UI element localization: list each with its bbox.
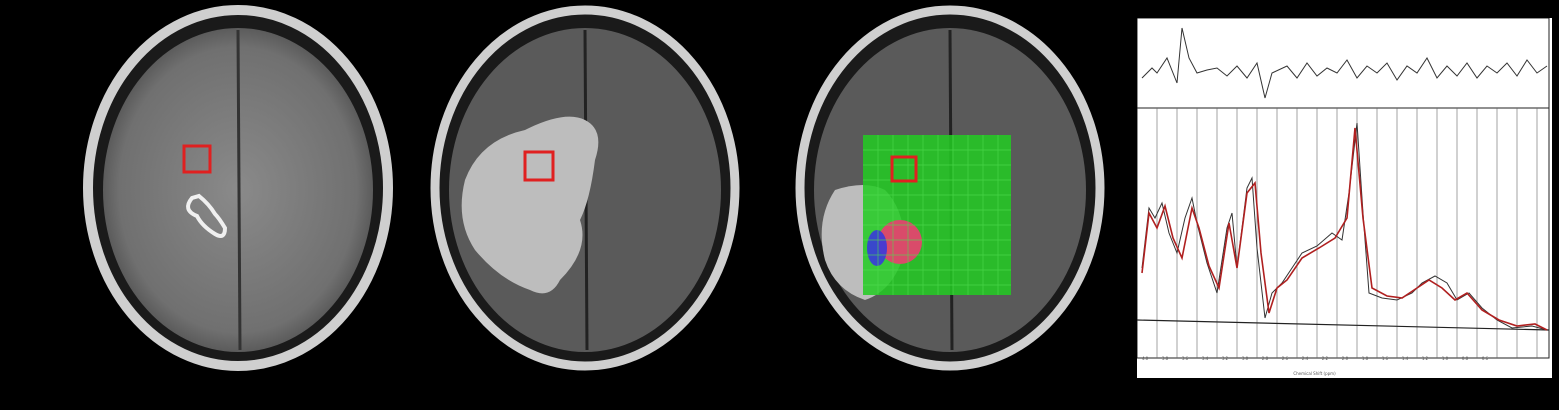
x-tick: 2.4	[1301, 356, 1309, 361]
x-tick: 3.8	[1161, 356, 1169, 361]
residual-box	[1137, 18, 1550, 109]
mri-panel-overlay	[795, 0, 1135, 410]
flair-hyperintensity	[461, 116, 599, 294]
spectrum-raw	[1141, 122, 1548, 331]
x-tick: 1.8	[1361, 356, 1369, 361]
midline	[236, 29, 242, 351]
lesion-hotspot-blue	[867, 230, 887, 266]
spectrum-x-ticks: 4.0 3.8 3.6 3.4 3.2 3.0 2.8 2.6 2.4 2.2 …	[1137, 356, 1492, 366]
spectrum-panel: 4.0 3.8 3.6 3.4 3.2 3.0 2.8 2.6 2.4 2.2 …	[1137, 18, 1552, 378]
x-tick: 1.6	[1381, 356, 1389, 361]
baseline	[1137, 319, 1550, 331]
x-tick: 2.2	[1321, 356, 1329, 361]
lesion-hotspot-red	[878, 220, 922, 264]
x-tick: 2.6	[1281, 356, 1289, 361]
roi-marker	[523, 150, 555, 182]
x-tick: 3.0	[1241, 356, 1249, 361]
x-tick: 3.6	[1181, 356, 1189, 361]
x-tick: 2.0	[1341, 356, 1349, 361]
x-tick: 3.4	[1201, 356, 1209, 361]
x-tick: 0.6	[1481, 356, 1489, 361]
x-tick: 1.4	[1401, 356, 1409, 361]
x-tick: 3.2	[1221, 356, 1229, 361]
spectrum-x-axis-label: Chemical Shift (ppm)	[1293, 371, 1336, 376]
x-tick: 1.0	[1441, 356, 1449, 361]
x-tick: 4.0	[1141, 356, 1149, 361]
grid-lines	[863, 135, 1011, 295]
mrsi-grid-overlay	[863, 135, 1011, 295]
roi-marker	[182, 144, 212, 174]
x-tick: 1.2	[1421, 356, 1429, 361]
roi-marker	[890, 155, 918, 183]
x-tick: 2.8	[1261, 356, 1269, 361]
enhancing-lesion	[186, 193, 228, 238]
residual-trace	[1141, 27, 1548, 99]
spectrum-fit	[1141, 127, 1548, 331]
x-tick: 0.8	[1461, 356, 1469, 361]
mri-panel-flair	[425, 0, 745, 410]
mri-panel-t1	[80, 0, 400, 410]
